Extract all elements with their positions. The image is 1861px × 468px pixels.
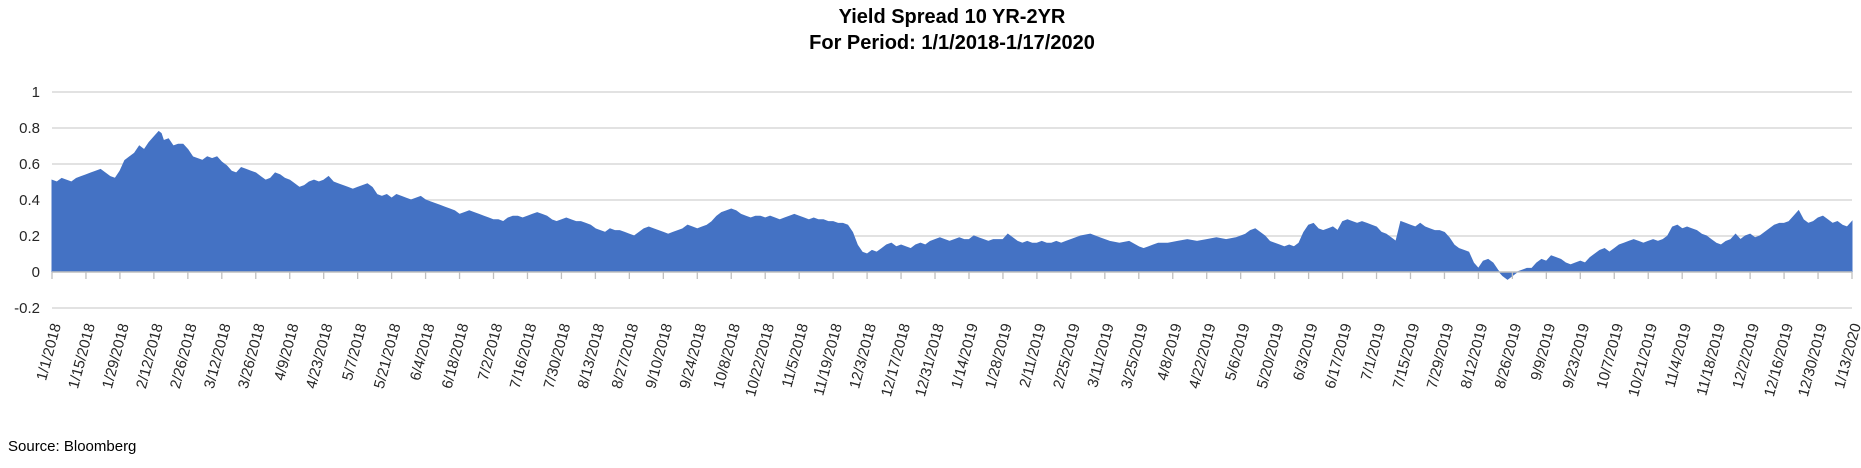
x-axis-label: 8/13/2018 [575, 322, 609, 391]
x-axis-label: 2/12/2018 [133, 322, 167, 391]
y-axis-label: 0 [32, 264, 40, 281]
x-axis-label: 3/25/2019 [1118, 322, 1152, 391]
x-axis-label: 2/26/2018 [167, 322, 201, 391]
x-axis-label: 10/21/2019 [1625, 322, 1661, 399]
x-axis-label: 4/9/2018 [271, 322, 303, 383]
x-axis-label: 12/2/2019 [1729, 322, 1763, 391]
y-axis-label: 1 [32, 84, 40, 101]
x-axis-label: 6/3/2019 [1290, 322, 1322, 383]
x-axis-label: 12/3/2018 [846, 322, 880, 391]
x-axis-label: 7/15/2019 [1390, 322, 1424, 391]
x-axis-label: 7/29/2019 [1424, 322, 1458, 391]
x-axis-label: 11/4/2019 [1662, 322, 1695, 390]
y-axis-label: 0.6 [19, 156, 40, 173]
x-axis-label: 8/26/2019 [1492, 322, 1526, 391]
x-axis-label: 7/1/2019 [1358, 322, 1390, 383]
x-axis-label: 7/30/2018 [541, 322, 575, 391]
chart-title-line2: For Period: 1/1/2018-1/17/2020 [809, 32, 1095, 54]
x-axis-label: 10/7/2019 [1593, 322, 1627, 391]
x-axis-label: 10/8/2018 [710, 322, 744, 391]
x-axis-label: 4/23/2018 [303, 322, 337, 391]
x-axis-label: 10/22/2018 [742, 322, 778, 399]
x-axis-label: 1/14/2019 [948, 322, 982, 391]
x-axis-label: 4/22/2019 [1186, 322, 1220, 391]
source-note: Source: Bloomberg [8, 438, 137, 455]
x-axis-label: 5/20/2019 [1254, 322, 1288, 391]
x-axis-label: 3/26/2018 [235, 322, 269, 391]
y-axis-label: 0.8 [19, 120, 40, 137]
chart-title: Yield Spread 10 YR-2YR For Period: 1/1/2… [52, 4, 1852, 56]
x-axis-label: 1/28/2019 [982, 322, 1016, 391]
x-axis-label: 5/6/2019 [1222, 322, 1254, 383]
x-axis-label: 8/12/2019 [1458, 322, 1492, 391]
x-axis-label: 9/9/2019 [1528, 322, 1560, 383]
x-axis-label: 2/25/2019 [1050, 322, 1084, 391]
x-axis-label: 1/13/2020 [1831, 322, 1861, 391]
x-axis-label: 4/8/2019 [1154, 322, 1186, 383]
x-axis-label: 1/15/2018 [65, 322, 99, 391]
x-axis-label: 11/5/2018 [779, 322, 812, 390]
y-axis-label: 0.4 [19, 192, 40, 209]
x-axis-label: 5/7/2018 [339, 322, 371, 383]
x-axis-label: 9/10/2018 [642, 322, 676, 391]
x-axis-label: 11/18/2019 [1693, 322, 1729, 398]
x-axis-label: 9/23/2019 [1559, 322, 1593, 391]
x-axis-label: 3/11/2019 [1084, 322, 1117, 390]
x-axis-label: 7/16/2018 [507, 322, 541, 391]
x-axis-label: 12/30/2019 [1795, 322, 1831, 399]
x-axis-label: 7/2/2018 [475, 322, 507, 383]
x-axis-label: 12/17/2018 [878, 322, 914, 399]
x-axis-label: 2/11/2019 [1016, 322, 1049, 390]
y-axis-label: 0.2 [19, 228, 40, 245]
x-axis-label: 9/24/2018 [676, 322, 710, 391]
x-axis-label: 1/1/2018 [33, 322, 65, 383]
chart-title-line1: Yield Spread 10 YR-2YR [838, 6, 1066, 28]
x-axis-label: 1/29/2018 [99, 322, 133, 391]
x-axis-label: 6/18/2018 [439, 322, 473, 391]
x-axis-label: 11/19/2018 [810, 322, 846, 398]
x-axis-label: 12/31/2018 [912, 322, 948, 399]
y-axis-label: -0.2 [14, 300, 40, 317]
x-axis-label: 6/17/2019 [1322, 322, 1356, 391]
x-axis-label: 3/12/2018 [201, 322, 235, 391]
x-axis-label: 12/16/2019 [1761, 322, 1797, 399]
area-series [51, 130, 1853, 280]
x-axis-label: 5/21/2018 [371, 322, 405, 391]
x-axis-label: 6/4/2018 [407, 322, 439, 383]
x-axis-label: 8/27/2018 [609, 322, 643, 391]
